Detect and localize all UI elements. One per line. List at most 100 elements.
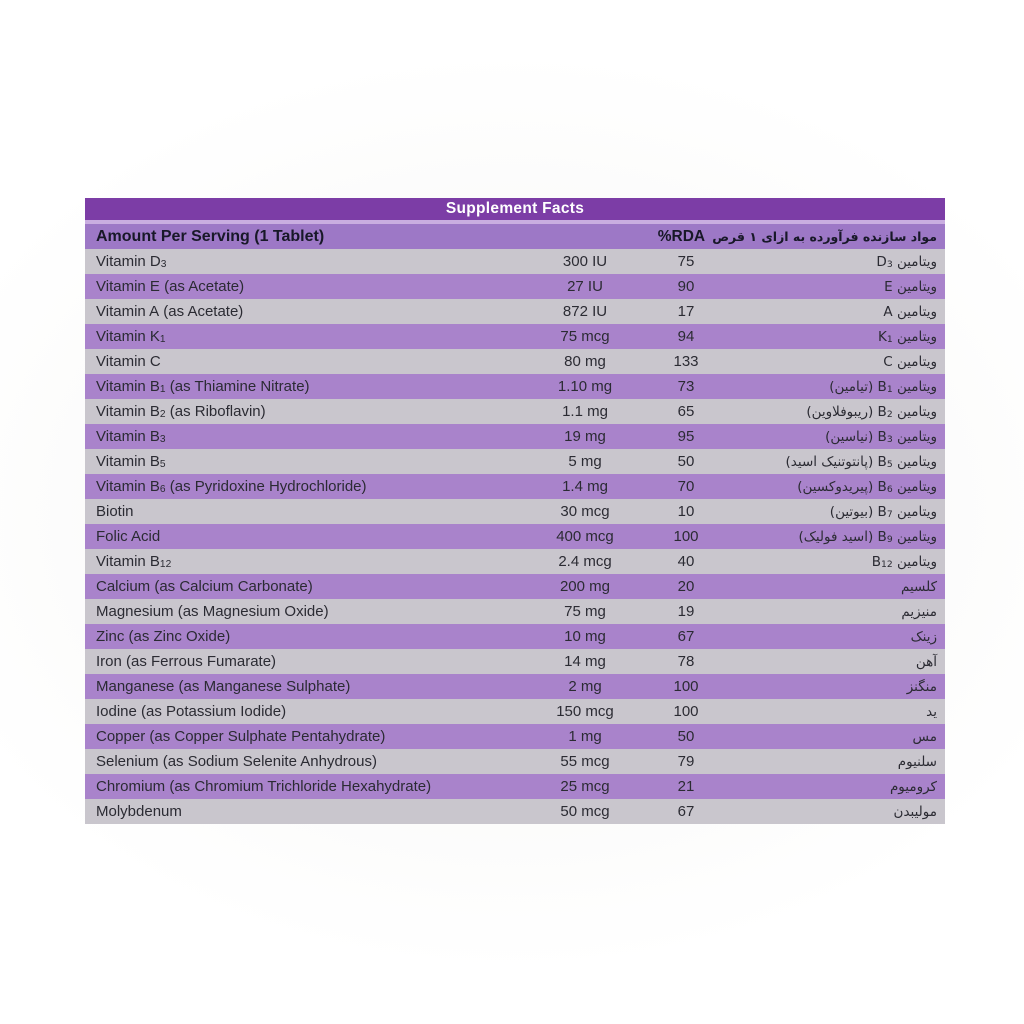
nutrient-name-en: Vitamin K1: [96, 328, 166, 346]
nutrient-name-en: Vitamin B2 (as Riboflavin): [96, 403, 266, 421]
table-row: Chromium (as Chromium Trichloride Hexahy…: [85, 774, 945, 799]
table-row: Iodine (as Potassium Iodide) 150 mcg 100…: [85, 699, 945, 724]
nutrient-rda-percent: 95: [677, 428, 695, 445]
nutrient-amount: 1.1 mg: [562, 403, 608, 420]
table-row: Molybdenum 50 mcg 67 مولیبدن: [85, 799, 945, 824]
title-text: Supplement Facts: [445, 200, 585, 217]
table-row: Vitamin B12 2.4 mcg 40 ویتامین B12: [85, 549, 945, 574]
nutrient-name-en: Molybdenum: [96, 803, 182, 820]
nutrient-rda-percent: 73: [677, 378, 695, 395]
nutrient-name-en: Vitamin B6 (as Pyridoxine Hydrochloride): [96, 478, 367, 496]
nutrient-name-fa: ویتامین E: [884, 278, 937, 295]
nutrient-name-fa: ویتامین A: [883, 303, 937, 320]
nutrient-name-en: Copper (as Copper Sulphate Pentahydrate): [96, 728, 386, 745]
nutrient-amount: 2.4 mcg: [558, 553, 612, 570]
nutrient-amount: 200 mg: [559, 578, 611, 595]
nutrient-name-fa: کلسیم: [901, 578, 937, 595]
nutrient-rda-percent: 78: [677, 653, 695, 670]
nutrient-name-fa: منگنز: [906, 678, 937, 695]
nutrient-rda-percent: 10: [677, 503, 695, 520]
nutrient-amount: 1.4 mg: [562, 478, 608, 495]
nutrient-name-fa: سلنیوم: [897, 753, 937, 770]
nutrient-name-fa: ویتامین D3: [876, 253, 937, 270]
table-body: Vitamin D3 300 IU 75 ویتامین D3 Vitamin …: [85, 249, 945, 824]
nutrient-name-en: Zinc (as Zinc Oxide): [96, 628, 231, 645]
nutrient-rda-percent: 20: [677, 578, 695, 595]
table-row: Folic Acid 400 mcg 100 ویتامین B9 (اسید …: [85, 524, 945, 549]
supplement-facts-label: Supplement Facts Amount Per Serving (1 T…: [85, 198, 945, 824]
nutrient-name-en: Iodine (as Potassium Iodide): [96, 703, 287, 720]
table-row: Vitamin B5 5 mg 50 ویتامین B5 (پانتوتنیک…: [85, 449, 945, 474]
nutrient-name-fa: مولیبدن: [893, 803, 937, 820]
nutrient-name-en: Vitamin B12: [96, 553, 172, 571]
table-row: Selenium (as Sodium Selenite Anhydrous) …: [85, 749, 945, 774]
nutrient-rda-percent: 100: [673, 678, 699, 695]
table-row: Vitamin K1 75 mcg 94 ویتامین K1: [85, 324, 945, 349]
nutrient-rda-percent: 50: [677, 453, 695, 470]
nutrient-name-en: Chromium (as Chromium Trichloride Hexahy…: [96, 778, 432, 795]
nutrient-name-fa: آهن: [915, 653, 937, 670]
nutrient-name-fa: منیزیم: [901, 603, 937, 620]
nutrient-rda-percent: 67: [677, 628, 695, 645]
nutrient-rda-percent: 90: [677, 278, 695, 295]
table-row: Manganese (as Manganese Sulphate) 2 mg 1…: [85, 674, 945, 699]
nutrient-name-fa: مس: [912, 728, 937, 745]
nutrient-name-fa: ویتامین B3 (نیاسین): [825, 428, 937, 445]
nutrient-name-en: Vitamin D3: [96, 253, 167, 271]
column-header-rda: %RDA: [657, 227, 706, 245]
nutrient-name-en: Vitamin B5: [96, 453, 166, 471]
nutrient-name-en: Iron (as Ferrous Fumarate): [96, 653, 277, 670]
nutrient-amount: 300 IU: [562, 253, 608, 270]
table-row: Vitamin B1 (as Thiamine Nitrate) 1.10 mg…: [85, 374, 945, 399]
nutrient-rda-percent: 17: [677, 303, 695, 320]
nutrient-amount: 27 IU: [567, 278, 603, 295]
table-row: Vitamin E (as Acetate) 27 IU 90 ویتامین …: [85, 274, 945, 299]
nutrient-amount: 19 mg: [564, 428, 606, 445]
nutrient-name-en: Vitamin B1 (as Thiamine Nitrate): [96, 378, 310, 396]
nutrient-rda-percent: 21: [677, 778, 695, 795]
nutrient-rda-percent: 40: [677, 553, 695, 570]
nutrient-name-en: Calcium (as Calcium Carbonate): [96, 578, 313, 595]
nutrient-rda-percent: 79: [677, 753, 695, 770]
nutrient-name-en: Manganese (as Manganese Sulphate): [96, 678, 351, 695]
nutrient-name-en: Selenium (as Sodium Selenite Anhydrous): [96, 753, 377, 770]
table-row: Vitamin D3 300 IU 75 ویتامین D3: [85, 249, 945, 274]
nutrient-rda-percent: 94: [677, 328, 695, 345]
table-row: Biotin 30 mcg 10 ویتامین B7 (بیوتین): [85, 499, 945, 524]
nutrient-amount: 400 mcg: [556, 528, 614, 545]
nutrient-rda-percent: 133: [673, 353, 699, 370]
table-row: Zinc (as Zinc Oxide) 10 mg 67 زینک: [85, 624, 945, 649]
table-row: Iron (as Ferrous Fumarate) 14 mg 78 آهن: [85, 649, 945, 674]
nutrient-rda-percent: 100: [673, 528, 699, 545]
supplement-facts-title: Supplement Facts: [85, 198, 945, 220]
nutrient-amount: 80 mg: [564, 353, 606, 370]
nutrient-amount: 75 mg: [564, 603, 606, 620]
nutrient-name-fa: ویتامین C: [883, 353, 937, 370]
nutrient-name-fa: ویتامین B12: [871, 553, 937, 570]
column-header-persian: مواد سازنده فرآورده به ازای ۱ قرص: [712, 229, 937, 244]
table-row: Vitamin B6 (as Pyridoxine Hydrochloride)…: [85, 474, 945, 499]
nutrient-amount: 2 mg: [568, 678, 602, 695]
table-row: Calcium (as Calcium Carbonate) 200 mg 20…: [85, 574, 945, 599]
nutrient-name-fa: زینک: [910, 628, 937, 645]
nutrient-amount: 872 IU: [562, 303, 608, 320]
nutrient-name-en: Vitamin E (as Acetate): [96, 278, 245, 295]
column-header-amount-per-serving: Amount Per Serving (1 Tablet): [96, 227, 325, 245]
nutrient-rda-percent: 67: [677, 803, 695, 820]
table-row: Copper (as Copper Sulphate Pentahydrate)…: [85, 724, 945, 749]
nutrient-amount: 5 mg: [568, 453, 602, 470]
nutrient-name-fa: ویتامین B9 (اسید فولیک): [798, 528, 938, 545]
table-row: Vitamin B2 (as Riboflavin) 1.1 mg 65 ویت…: [85, 399, 945, 424]
table-row: Vitamin C 80 mg 133 ویتامین C: [85, 349, 945, 374]
nutrient-rda-percent: 65: [677, 403, 695, 420]
nutrient-name-fa: ویتامین B7 (بیوتین): [829, 503, 937, 520]
table-row: Vitamin A (as Acetate) 872 IU 17 ویتامین…: [85, 299, 945, 324]
nutrient-amount: 10 mg: [564, 628, 606, 645]
nutrient-amount: 30 mcg: [560, 503, 610, 520]
table-row: Vitamin B3 19 mg 95 ویتامین B3 (نیاسین): [85, 424, 945, 449]
nutrient-rda-percent: 19: [677, 603, 695, 620]
nutrient-name-en: Vitamin A (as Acetate): [96, 303, 244, 320]
nutrient-name-fa: کرومیوم: [889, 778, 937, 795]
nutrient-amount: 1.10 mg: [557, 378, 613, 395]
nutrient-amount: 50 mcg: [560, 803, 610, 820]
